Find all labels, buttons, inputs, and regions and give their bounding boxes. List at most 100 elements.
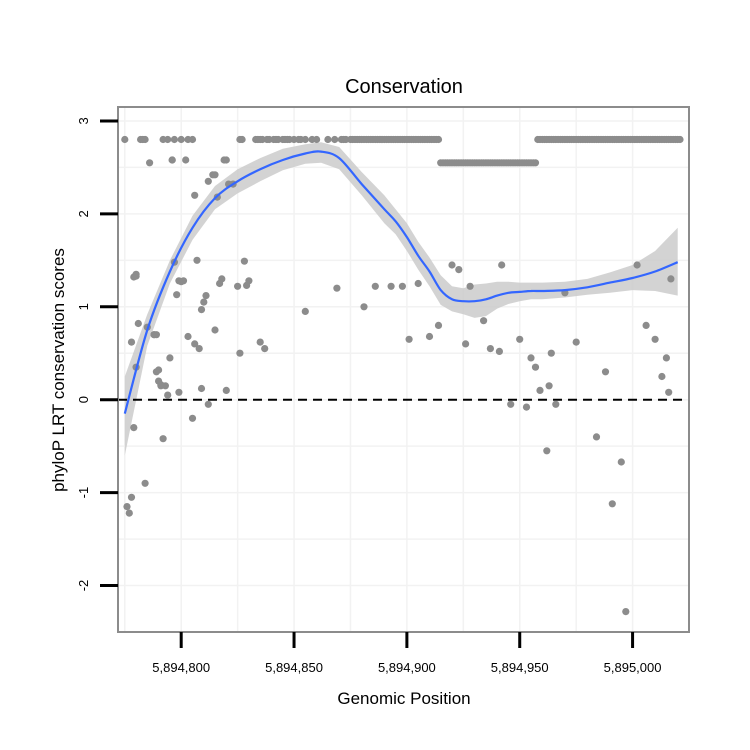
data-point	[222, 156, 230, 164]
data-point	[333, 284, 341, 292]
data-point	[236, 349, 244, 357]
data-point	[667, 275, 675, 283]
data-point	[127, 493, 136, 501]
data-point	[191, 340, 199, 348]
data-point	[572, 338, 580, 346]
data-point	[222, 386, 230, 394]
data-point	[161, 382, 169, 390]
data-point	[195, 345, 203, 353]
data-point	[324, 135, 332, 144]
y-tick-label: -1	[76, 487, 91, 499]
data-point	[592, 433, 601, 441]
data-point	[168, 156, 176, 164]
data-point	[170, 135, 178, 144]
x-tick-label: 5,894,900	[378, 660, 436, 675]
y-tick-label: 3	[76, 117, 91, 124]
data-point	[313, 135, 321, 144]
smooth-line	[123, 150, 679, 414]
data-point	[617, 458, 625, 466]
data-point	[425, 332, 434, 341]
data-point	[218, 275, 226, 283]
data-point	[179, 277, 188, 285]
data-points	[121, 135, 684, 616]
data-point	[486, 345, 494, 353]
data-point	[261, 345, 269, 353]
x-axis-title: Genomic Position	[337, 689, 470, 708]
data-point	[516, 335, 524, 343]
data-point	[405, 335, 413, 343]
data-point	[202, 292, 210, 300]
data-point	[522, 403, 531, 411]
data-point	[141, 479, 149, 487]
data-point	[173, 291, 181, 299]
y-axis: -2 -1 0 1 2 3	[76, 117, 118, 591]
data-point	[301, 135, 309, 144]
data-point	[245, 277, 253, 285]
data-point	[651, 335, 659, 343]
data-point	[642, 321, 650, 329]
data-point	[543, 447, 551, 455]
data-point	[633, 261, 641, 269]
data-point	[256, 338, 264, 346]
data-point	[434, 321, 443, 329]
data-point	[132, 270, 140, 278]
data-point	[387, 282, 395, 290]
x-tick-label: 5,894,950	[491, 660, 549, 675]
data-point	[531, 363, 540, 371]
data-point	[371, 282, 379, 290]
confidence-band	[124, 142, 678, 456]
data-point	[238, 135, 246, 144]
smooth-curve	[123, 150, 679, 414]
data-point	[159, 435, 167, 443]
x-axis: 5,894,800 5,894,850 5,894,900 5,894,950 5,89…	[152, 632, 661, 675]
data-point	[152, 331, 160, 339]
data-point	[164, 391, 172, 399]
data-point	[547, 349, 555, 357]
data-point	[665, 388, 673, 396]
data-point	[155, 366, 163, 374]
data-point	[240, 257, 248, 265]
data-point	[188, 414, 197, 422]
x-tick-label: 5,894,850	[265, 660, 323, 675]
data-point	[137, 135, 145, 144]
data-point	[301, 307, 309, 315]
data-point	[462, 340, 470, 348]
data-point	[434, 135, 443, 144]
data-point	[193, 256, 201, 264]
data-point	[398, 282, 406, 290]
data-point	[498, 261, 506, 269]
y-tick-label: 0	[76, 396, 91, 403]
x-tick-label: 5,895,000	[604, 660, 662, 675]
data-point	[184, 135, 192, 144]
data-point	[455, 266, 463, 274]
panel-border	[117, 106, 690, 633]
x-tick-label: 5,894,800	[152, 660, 210, 675]
data-point	[204, 177, 212, 185]
chart-title: Conservation	[345, 76, 463, 98]
data-point	[175, 388, 183, 396]
data-point	[121, 135, 129, 144]
data-point	[123, 503, 131, 511]
data-point	[191, 191, 199, 199]
data-point	[507, 400, 515, 408]
y-tick-label: -2	[76, 580, 91, 592]
data-point	[601, 368, 610, 376]
data-point	[177, 135, 185, 144]
data-point	[197, 306, 206, 314]
y-axis-title: phyloP LRT conservation scores	[49, 248, 68, 492]
data-point	[662, 354, 671, 362]
data-point	[466, 282, 474, 290]
data-point	[211, 171, 219, 179]
data-point	[676, 135, 684, 144]
data-point	[197, 384, 206, 393]
data-point	[130, 424, 138, 432]
data-point	[211, 326, 219, 334]
data-point	[360, 303, 368, 311]
data-point	[127, 338, 136, 346]
data-point	[414, 279, 422, 288]
data-point	[331, 135, 339, 144]
data-point	[134, 319, 142, 328]
data-point	[125, 509, 133, 517]
data-point	[622, 608, 630, 616]
